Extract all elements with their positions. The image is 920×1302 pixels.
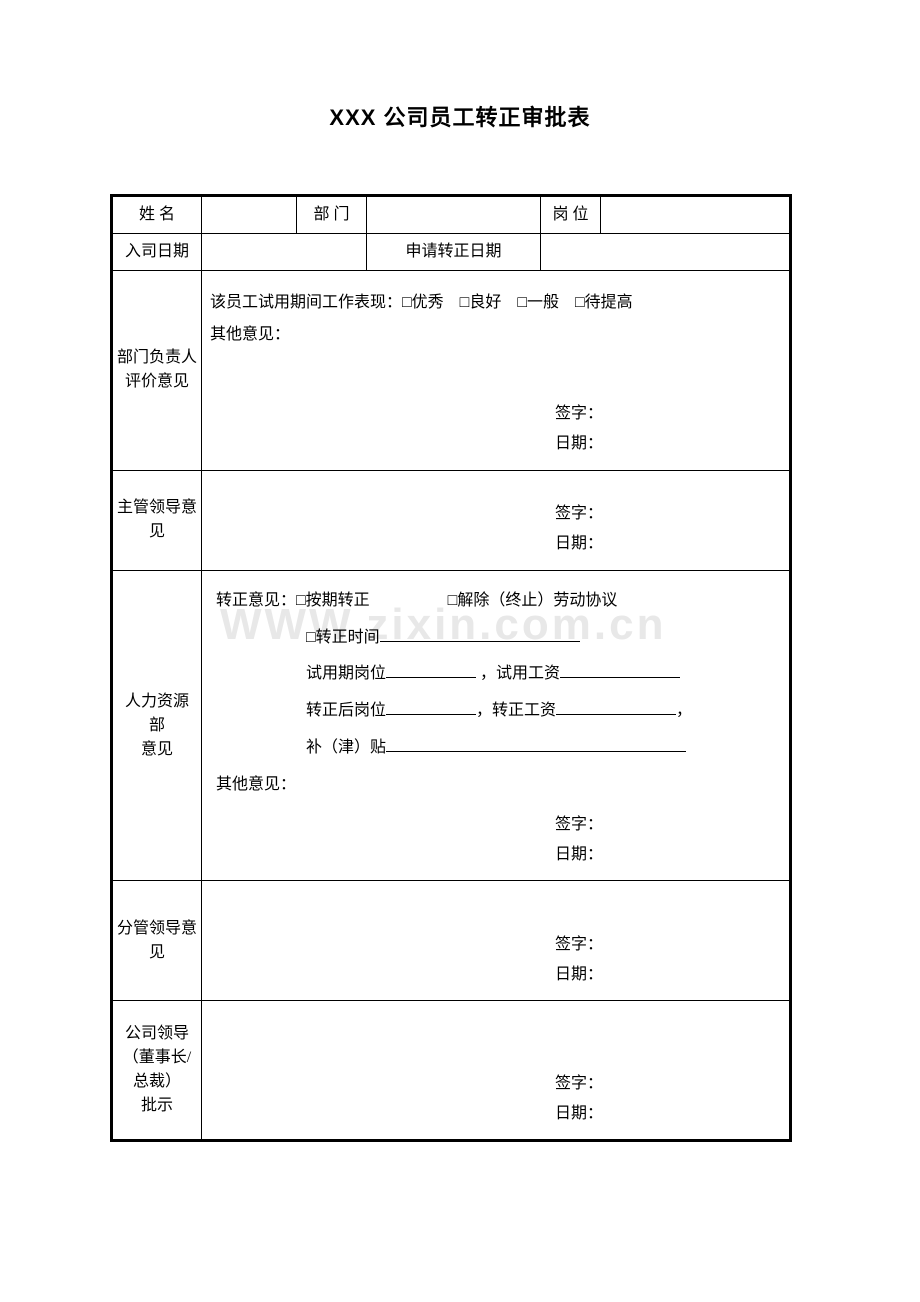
approval-form-table: 姓 名 部 门 岗 位 入司日期 申请转正日期 部门负责人评价意见 该员工试用期… xyxy=(110,194,792,1142)
manager-label: 分管领导意见 xyxy=(112,881,202,1001)
hr-time-label: □转正时间 xyxy=(306,629,380,646)
name-label: 姓 名 xyxy=(112,196,202,234)
hire-date-label: 入司日期 xyxy=(112,234,202,271)
apply-date-value[interactable] xyxy=(541,234,791,271)
dept-head-row: 部门负责人评价意见 该员工试用期间工作表现：□优秀 □良好 □一般 □待提高 其… xyxy=(112,271,791,471)
supervisor-label: 主管领导意见 xyxy=(112,470,202,570)
hire-date-value[interactable] xyxy=(202,234,367,271)
hr-allowance-label: 补（津）贴 xyxy=(306,739,386,756)
company-leader-content[interactable]: 签字： 日期： xyxy=(202,1001,791,1141)
name-value[interactable] xyxy=(202,196,297,234)
date-row: 入司日期 申请转正日期 xyxy=(112,234,791,271)
supervisor-date-label: 日期： xyxy=(555,529,781,559)
company-leader-date-label: 日期： xyxy=(555,1099,781,1129)
performance-rating-text: 该员工试用期间工作表现：□优秀 □良好 □一般 □待提高 xyxy=(210,281,781,319)
hr-label: 人力资源 部 意见 xyxy=(112,570,202,881)
post-label: 岗 位 xyxy=(541,196,601,234)
manager-date-label: 日期： xyxy=(555,960,781,990)
company-leader-row: 公司领导 （董事长/ 总裁） 批示 签字： 日期： xyxy=(112,1001,791,1141)
hr-row: 人力资源 部 意见 转正意见：□按期转正 □解除（终止）劳动协议 □转正时间 试… xyxy=(112,570,791,881)
company-leader-label: 公司领导 （董事长/ 总裁） 批示 xyxy=(112,1001,202,1141)
hr-other-opinion-label: 其他意见： xyxy=(210,767,781,804)
hr-opinion-terminate: □解除（终止）劳动协议 xyxy=(448,592,618,609)
post-value[interactable] xyxy=(601,196,791,234)
hr-probation-salary-label: ，试用工资 xyxy=(480,665,560,682)
dept-signature-label: 签字： xyxy=(555,399,781,429)
page-title: XXX 公司员工转正审批表 xyxy=(110,100,810,132)
manager-signature-label: 签字： xyxy=(555,930,781,960)
dept-head-content[interactable]: 该员工试用期间工作表现：□优秀 □良好 □一般 □待提高 其他意见： 签字： 日… xyxy=(202,271,791,471)
dept-date-label: 日期： xyxy=(555,429,781,459)
hr-probation-post-label: 试用期岗位 xyxy=(306,665,386,682)
hr-signature-label: 签字： xyxy=(555,810,781,840)
manager-content[interactable]: 签字： 日期： xyxy=(202,881,791,1001)
dept-other-opinion-label: 其他意见： xyxy=(210,319,781,351)
company-leader-signature-label: 签字： xyxy=(555,1069,781,1099)
hr-opinion-prefix: 转正意见：□按期转正 xyxy=(216,592,370,609)
dept-label: 部 门 xyxy=(297,196,367,234)
supervisor-content[interactable]: 签字： 日期： xyxy=(202,470,791,570)
hr-date-label: 日期： xyxy=(555,840,781,870)
header-row: 姓 名 部 门 岗 位 xyxy=(112,196,791,234)
supervisor-row: 主管领导意见 签字： 日期： xyxy=(112,470,791,570)
dept-value[interactable] xyxy=(367,196,541,234)
hr-regular-post-label: 转正后岗位 xyxy=(306,702,386,719)
dept-head-label: 部门负责人评价意见 xyxy=(112,271,202,471)
manager-row: 分管领导意见 签字： 日期： xyxy=(112,881,791,1001)
hr-regular-salary-label: ，转正工资 xyxy=(476,702,556,719)
hr-content[interactable]: 转正意见：□按期转正 □解除（终止）劳动协议 □转正时间 试用期岗位 ，试用工资… xyxy=(202,570,791,881)
supervisor-signature-label: 签字： xyxy=(555,499,781,529)
apply-date-label: 申请转正日期 xyxy=(367,234,541,271)
